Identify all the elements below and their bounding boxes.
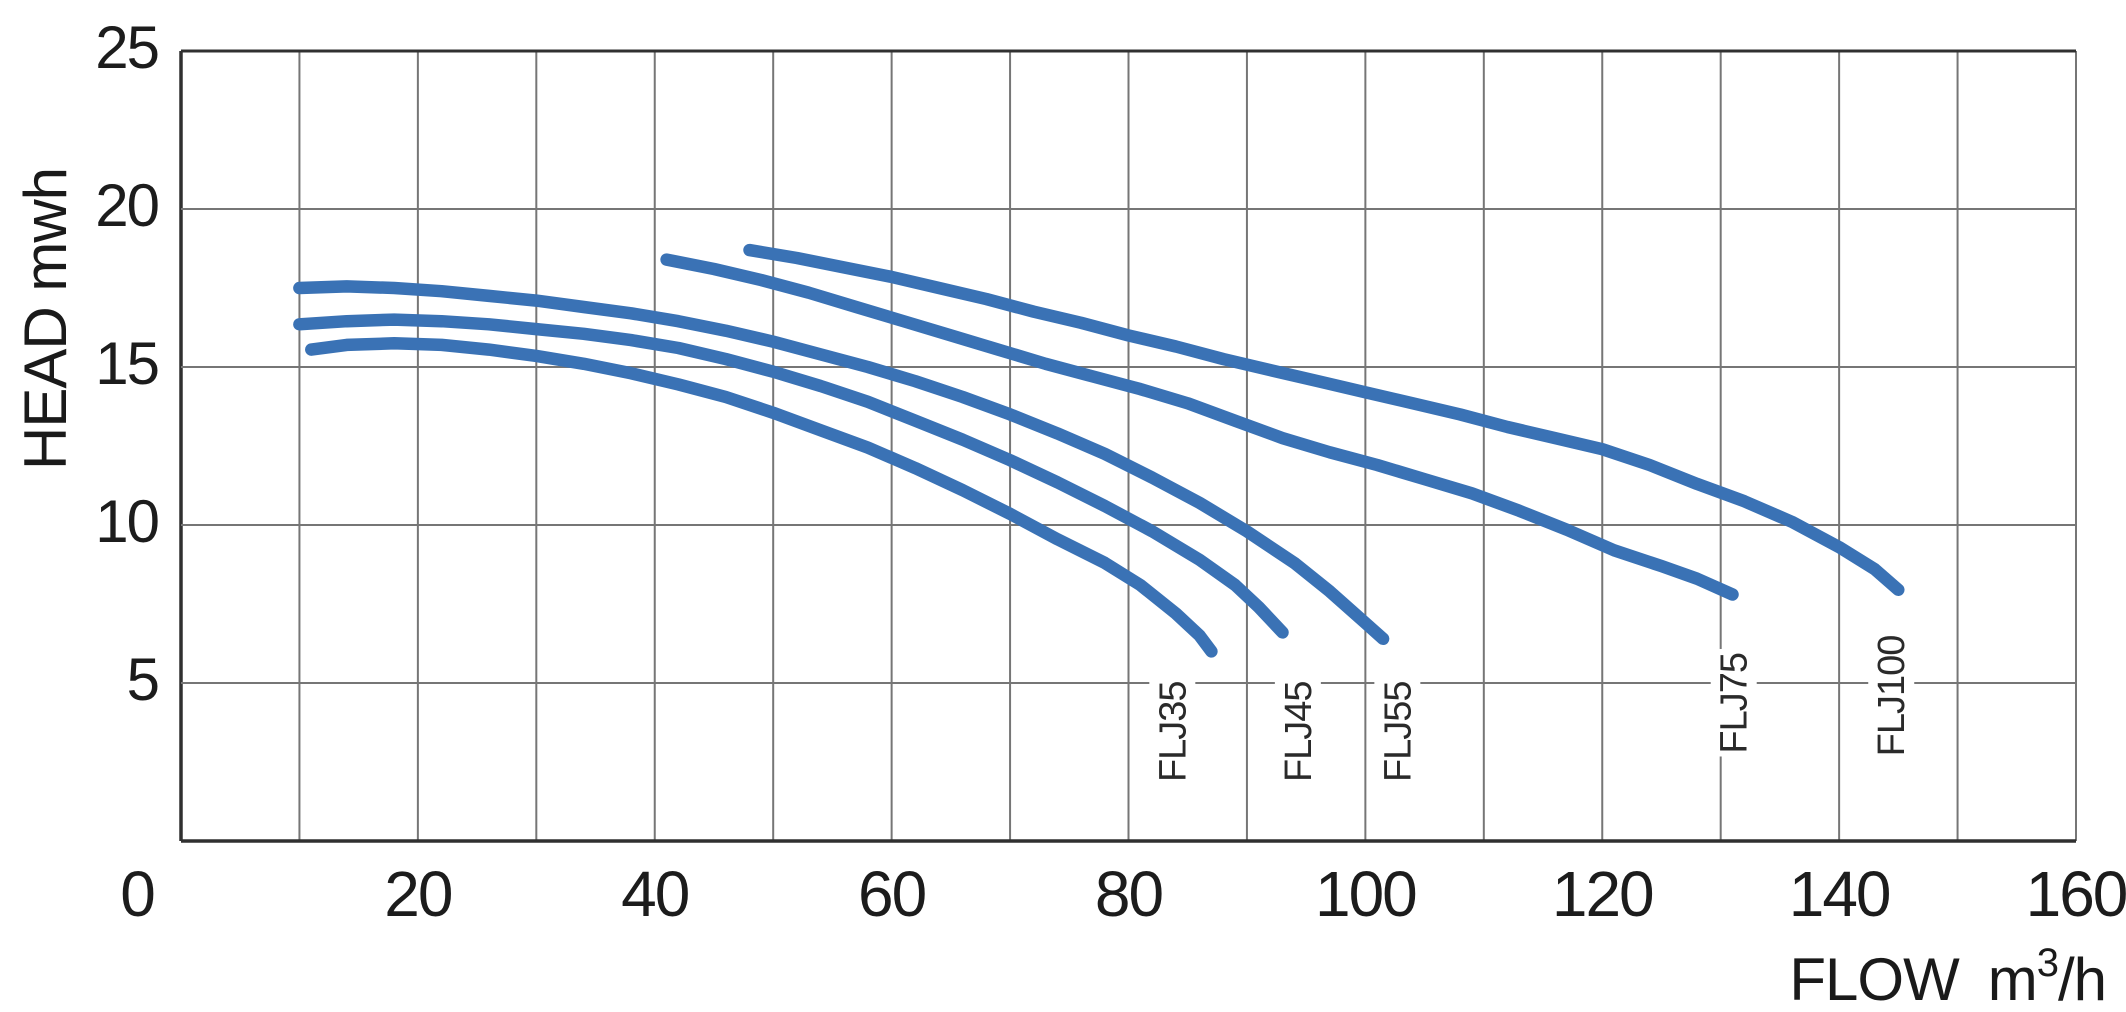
- curve-label-FLJ55: FLJ55: [1377, 681, 1419, 782]
- tick-labels: 0 20 40 60 80 100 120 140 160 5 10 15 20 25: [95, 14, 2126, 930]
- y-tick-label-10: 10: [95, 488, 158, 555]
- x-tick-label-160: 160: [2026, 858, 2126, 930]
- curve-FLJ100: [743, 243, 1905, 597]
- x-tick-label-0: 0: [120, 858, 154, 930]
- x-tick-label-120: 120: [1552, 858, 1653, 930]
- curve-label-FLJ45: FLJ45: [1278, 681, 1320, 782]
- x-tick-label-140: 140: [1789, 858, 1890, 930]
- curve-labels: FLJ35 FLJ45 FLJ55 FLJ75 FLJ100: [1149, 631, 1915, 785]
- y-tick-label-5: 5: [127, 646, 158, 713]
- curve-FLJ75: [660, 253, 1739, 601]
- y-axis-title: HEAD mwh: [12, 168, 79, 470]
- curve-label-mask: [1868, 631, 1915, 759]
- x-tick-label-80: 80: [1095, 858, 1163, 930]
- curve-label-mask: [1274, 677, 1321, 785]
- curve-label-FLJ75: FLJ75: [1714, 653, 1756, 754]
- x-axis-title-text: FLOW m3/h: [1789, 941, 2106, 1012]
- curves: [293, 243, 1905, 658]
- curve-FLJ35: [305, 337, 1218, 658]
- x-tick-label-20: 20: [384, 858, 452, 930]
- grid: [179, 49, 2077, 843]
- curve-FLJ55: [293, 280, 1390, 646]
- x-tick-label-40: 40: [621, 858, 689, 930]
- x-axis-title: FLOW m3/h: [1789, 941, 2107, 1012]
- curve-label-FLJ35: FLJ35: [1152, 681, 1194, 782]
- x-tick-label-60: 60: [858, 858, 926, 930]
- curve-label-mask: [1374, 677, 1421, 785]
- curve-label-FLJ100: FLJ100: [1871, 636, 1913, 757]
- x-tick-label-100: 100: [1315, 858, 1416, 930]
- curve-label-mask: [1710, 648, 1757, 757]
- curve-FLJ45: [293, 313, 1289, 639]
- curve-label-mask: [1149, 677, 1196, 785]
- y-tick-label-25: 25: [95, 14, 158, 81]
- y-tick-label-20: 20: [95, 172, 158, 239]
- y-tick-label-15: 15: [95, 330, 158, 397]
